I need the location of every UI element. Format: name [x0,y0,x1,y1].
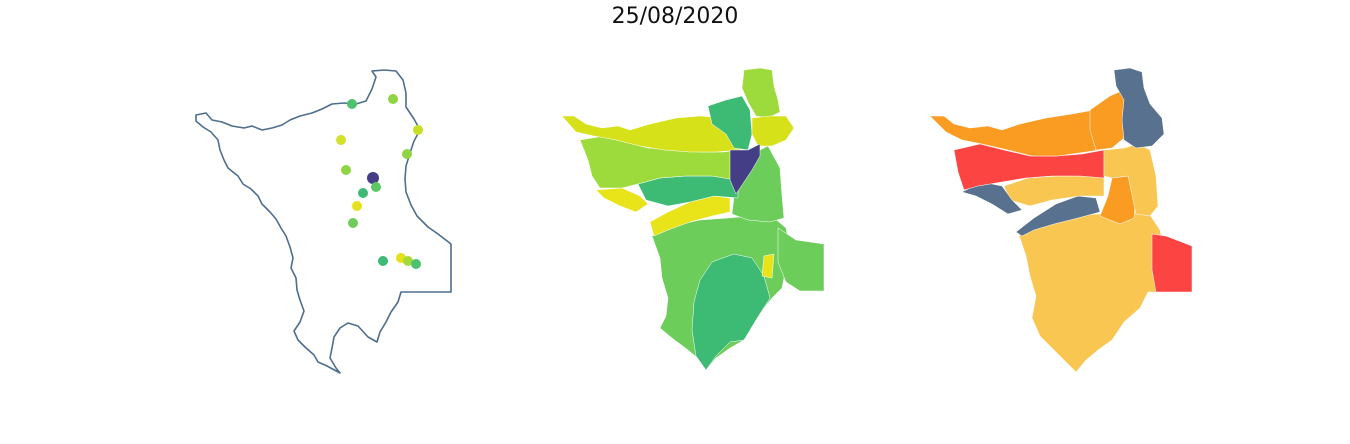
region-north-blue [1113,67,1165,149]
region-east [777,227,825,292]
map-point [352,201,362,211]
region-east-red [1151,233,1193,293]
region-center-high [729,143,761,195]
region-south-core [691,253,771,371]
map-point [378,256,388,266]
map-point [341,165,351,175]
region-outline [195,69,452,374]
chart-title: 25/08/2020 [611,4,739,29]
map-point [388,94,398,104]
map-point [413,125,423,135]
region-east-small [761,253,775,279]
map-point [402,149,412,159]
region-south-big [1017,211,1169,373]
region-center-north [731,145,785,223]
region-northeast [751,115,795,147]
map-point [348,218,358,228]
map-point [367,172,379,184]
map-point [371,182,381,192]
region-north-green [707,95,753,151]
map-point [336,135,346,145]
choropleth-panel-3 [929,67,1193,373]
region-west-strip [595,187,649,213]
region-north-tip [741,67,781,119]
region-west-band [649,195,731,237]
map-point [358,188,368,198]
choropleth-panel-2 [561,67,825,371]
region-mid-yellow [1003,175,1105,207]
point-layer [336,94,423,269]
map-point [403,256,413,266]
map-point [347,99,357,109]
region-red-band [953,143,1105,191]
region-northwest [579,135,737,189]
point-map-panel [195,69,452,374]
map-point [411,259,421,269]
region-blue-lower [1015,195,1101,237]
